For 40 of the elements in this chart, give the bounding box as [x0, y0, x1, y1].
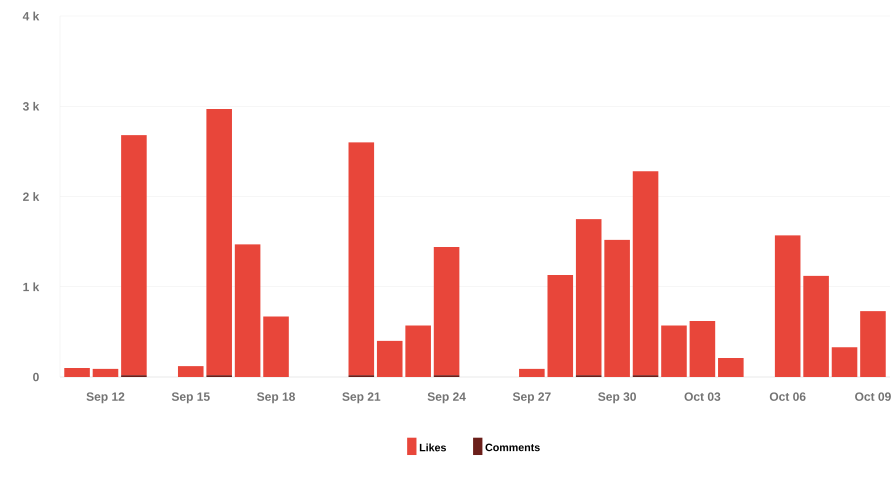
- x-tick-label: Oct 09: [855, 392, 891, 401]
- bar: [803, 276, 829, 377]
- x-tick-label: Sep 30: [598, 392, 636, 404]
- y-tick-label: 0: [33, 372, 39, 382]
- y-tick-label: 3 k: [22, 102, 40, 111]
- bar: [376, 340, 403, 377]
- bar: [661, 326, 687, 377]
- bar: [576, 219, 602, 376]
- bar: [348, 142, 374, 376]
- bar: [64, 368, 90, 377]
- bar: [860, 311, 886, 377]
- bar: [519, 368, 545, 377]
- y-tick-label: 2 k: [23, 192, 40, 201]
- bar: [718, 358, 744, 377]
- bar: [774, 235, 800, 377]
- bar: [405, 326, 431, 377]
- x-tick-label: Oct 03: [684, 392, 720, 401]
- x-tick-label: Sep 18: [257, 392, 296, 404]
- bar: [690, 321, 716, 377]
- bar: [92, 368, 118, 377]
- legend-label: Comments: [486, 444, 540, 452]
- bar: [234, 244, 260, 377]
- legend-label: Likes: [420, 443, 446, 452]
- bar: [206, 108, 232, 376]
- bar: [632, 171, 658, 376]
- bar: [121, 135, 147, 376]
- y-tick-label: 1 k: [23, 282, 40, 292]
- x-tick-label: Sep 27: [512, 392, 551, 404]
- y-tick-label: 4 k: [22, 12, 40, 20]
- bar: [434, 247, 460, 376]
- bar: [604, 240, 630, 377]
- bar: [547, 275, 574, 377]
- x-tick-label: Sep 24: [428, 392, 466, 404]
- bar: [178, 366, 204, 377]
- x-tick-label: Oct 06: [770, 392, 806, 401]
- x-tick-label: Sep 12: [86, 392, 124, 404]
- bar: [832, 347, 858, 377]
- x-tick-label: Sep 15: [172, 392, 210, 404]
- bar: [263, 316, 289, 377]
- x-tick-label: Sep 21: [342, 392, 380, 404]
